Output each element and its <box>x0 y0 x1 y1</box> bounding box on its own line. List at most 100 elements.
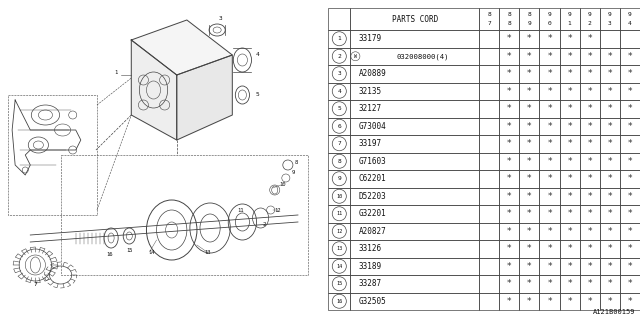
Text: *: * <box>567 104 572 113</box>
Bar <box>499 100 519 117</box>
Text: 8: 8 <box>294 159 298 164</box>
Bar <box>350 240 479 258</box>
Bar <box>620 258 640 275</box>
Text: 32127: 32127 <box>358 104 381 113</box>
Text: *: * <box>507 174 511 183</box>
Text: 14: 14 <box>336 264 342 269</box>
Text: 8: 8 <box>487 12 491 17</box>
Bar <box>479 240 499 258</box>
Text: *: * <box>607 87 612 96</box>
Bar <box>479 47 499 65</box>
Bar <box>559 8 580 30</box>
Text: 2: 2 <box>588 21 591 26</box>
Text: *: * <box>628 174 632 183</box>
Text: *: * <box>507 122 511 131</box>
Bar <box>540 240 559 258</box>
Bar <box>479 205 499 222</box>
Bar <box>600 275 620 292</box>
Bar <box>519 188 540 205</box>
Bar <box>600 83 620 100</box>
Bar <box>350 170 479 188</box>
Bar <box>479 258 499 275</box>
Bar <box>499 135 519 153</box>
Bar <box>479 292 499 310</box>
Text: 2: 2 <box>263 222 266 228</box>
Bar <box>328 170 350 188</box>
Polygon shape <box>131 20 232 75</box>
Text: 7: 7 <box>487 21 491 26</box>
Text: *: * <box>607 262 612 271</box>
Text: *: * <box>547 174 552 183</box>
Bar <box>519 153 540 170</box>
Text: 13: 13 <box>204 250 211 254</box>
Bar <box>350 292 479 310</box>
Text: 4: 4 <box>628 21 632 26</box>
Text: W: W <box>354 54 357 59</box>
Bar <box>479 8 499 30</box>
Bar <box>559 292 580 310</box>
Bar <box>620 240 640 258</box>
Bar <box>479 65 499 83</box>
Text: *: * <box>607 244 612 253</box>
Bar <box>479 100 499 117</box>
Bar <box>580 117 600 135</box>
Text: A121B00159: A121B00159 <box>593 309 635 315</box>
Text: *: * <box>547 279 552 288</box>
Bar <box>328 258 350 275</box>
Bar <box>600 222 620 240</box>
Text: 3: 3 <box>218 15 222 20</box>
Text: *: * <box>628 122 632 131</box>
Text: *: * <box>567 87 572 96</box>
Text: *: * <box>588 122 592 131</box>
Bar <box>620 100 640 117</box>
Bar <box>499 292 519 310</box>
Bar <box>350 30 479 47</box>
Bar <box>8 95 97 215</box>
Text: 7: 7 <box>337 141 341 146</box>
Bar <box>620 65 640 83</box>
Text: *: * <box>527 139 532 148</box>
Bar <box>540 258 559 275</box>
Text: *: * <box>588 87 592 96</box>
Text: *: * <box>527 52 532 61</box>
Text: *: * <box>547 227 552 236</box>
Text: *: * <box>527 262 532 271</box>
Bar <box>580 188 600 205</box>
Text: 7: 7 <box>33 283 37 287</box>
Bar <box>620 117 640 135</box>
Text: *: * <box>547 139 552 148</box>
Bar <box>540 275 559 292</box>
Bar <box>519 100 540 117</box>
Bar <box>540 135 559 153</box>
Text: *: * <box>527 227 532 236</box>
Text: *: * <box>547 34 552 43</box>
Text: 12: 12 <box>336 229 342 234</box>
Text: A20889: A20889 <box>358 69 386 78</box>
Bar <box>499 240 519 258</box>
Text: *: * <box>567 122 572 131</box>
Bar <box>559 135 580 153</box>
Bar <box>600 8 620 30</box>
Text: *: * <box>567 192 572 201</box>
Bar <box>559 240 580 258</box>
Bar <box>499 222 519 240</box>
Bar <box>620 83 640 100</box>
Text: *: * <box>607 122 612 131</box>
Text: *: * <box>607 52 612 61</box>
Text: 16: 16 <box>106 252 113 258</box>
Text: *: * <box>547 192 552 201</box>
Text: 32135: 32135 <box>358 87 381 96</box>
Text: *: * <box>547 157 552 166</box>
Text: *: * <box>547 297 552 306</box>
Text: 4: 4 <box>337 89 341 94</box>
Bar <box>350 188 479 205</box>
Bar <box>479 188 499 205</box>
Text: PARTS CORD: PARTS CORD <box>392 14 438 23</box>
Bar <box>559 65 580 83</box>
Bar <box>519 240 540 258</box>
Bar <box>580 170 600 188</box>
Bar <box>620 275 640 292</box>
Bar <box>559 100 580 117</box>
Bar <box>559 170 580 188</box>
Text: 1: 1 <box>115 70 118 76</box>
